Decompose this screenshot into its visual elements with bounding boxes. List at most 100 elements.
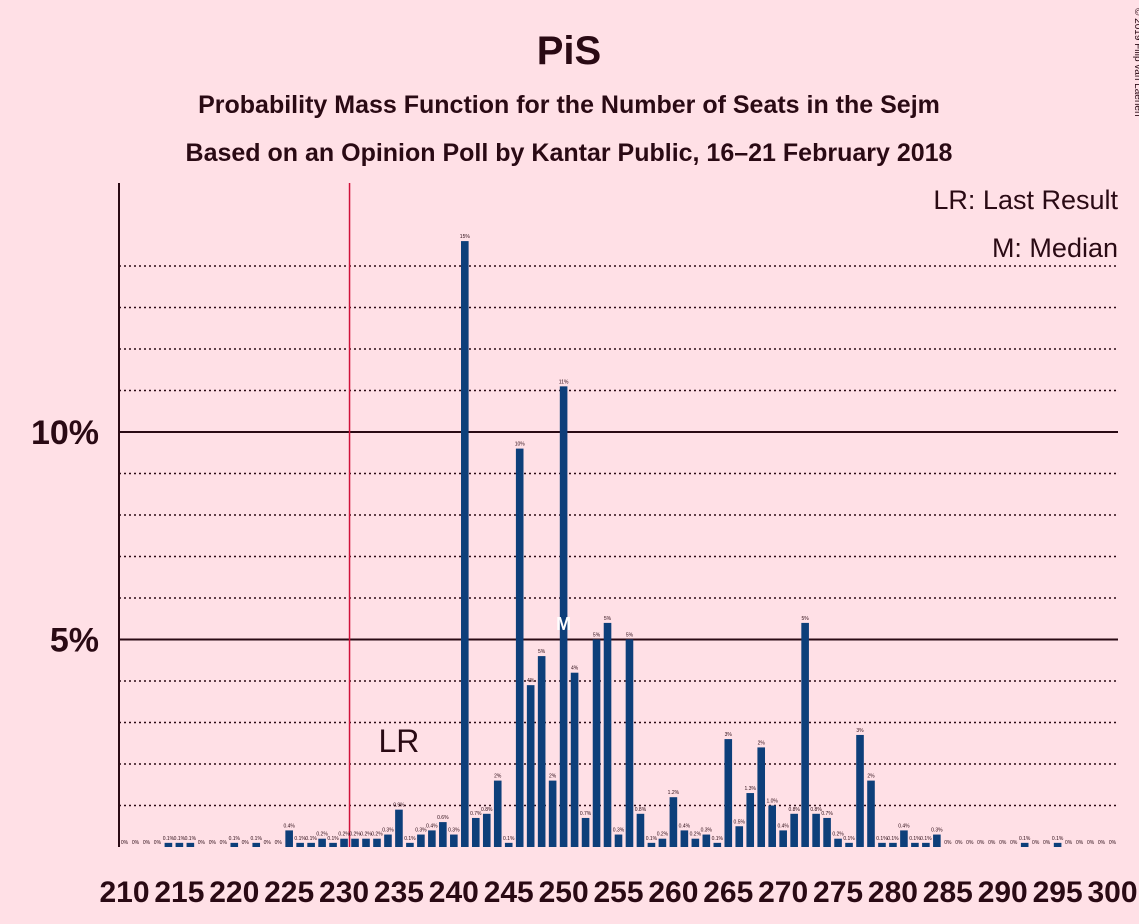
value-label: 0.1% [887, 836, 899, 842]
value-label: 0.3% [613, 828, 625, 834]
x-tick-label: 220 [209, 876, 259, 909]
value-label: 11% [559, 379, 569, 385]
bar [175, 842, 184, 847]
value-label: 2% [549, 774, 557, 780]
value-label: 2% [758, 740, 766, 746]
value-label: 0% [121, 840, 129, 846]
value-label: 0% [955, 840, 963, 846]
bar [878, 842, 886, 847]
bar [900, 830, 908, 847]
value-label: 0.1% [646, 836, 658, 842]
value-label: 0.1% [327, 836, 339, 842]
value-label: 0% [1032, 840, 1040, 846]
value-label: 0.2% [360, 832, 372, 838]
chart-title: PiS [537, 29, 601, 73]
bar [406, 842, 414, 847]
value-label: 0% [1010, 840, 1018, 846]
value-label: 5% [538, 649, 546, 655]
x-tick-label: 255 [593, 876, 643, 909]
x-tick-label: 250 [539, 876, 589, 909]
value-label: 0.7% [580, 811, 592, 817]
bar [296, 842, 304, 847]
bar [845, 842, 853, 847]
value-label: 2% [494, 774, 502, 780]
value-label: 5% [626, 633, 634, 639]
bar [834, 838, 842, 847]
value-label: 0.2% [690, 832, 702, 838]
value-label: 0.1% [876, 836, 888, 842]
bar [801, 622, 809, 847]
value-label: 0.1% [229, 836, 241, 842]
bar [526, 685, 535, 847]
value-label: 0.4% [679, 823, 691, 829]
bar [340, 838, 348, 847]
value-label: 0.1% [920, 836, 932, 842]
value-label: 0% [242, 840, 250, 846]
x-tick-label: 270 [758, 876, 808, 909]
bar [450, 834, 458, 847]
bar [625, 639, 634, 847]
x-tick-label: 275 [813, 876, 863, 909]
y-tick-label: 10% [31, 414, 99, 452]
value-label: 0.1% [163, 836, 175, 842]
value-label: 0.1% [185, 836, 197, 842]
value-label: 0.8% [635, 807, 647, 813]
bar [362, 838, 370, 847]
last-result-label: LR [378, 723, 419, 759]
bar [735, 826, 744, 847]
chart-subtitle: Based on an Opinion Poll by Kantar Publi… [186, 139, 953, 167]
value-label: 0.1% [305, 836, 317, 842]
value-label: 5% [802, 616, 810, 622]
value-label: 5% [604, 616, 612, 622]
bar [779, 830, 787, 847]
bar [922, 842, 930, 847]
median-marker: M [556, 614, 571, 634]
value-label: 0.4% [426, 823, 438, 829]
bar [757, 747, 766, 847]
value-label: 0.2% [657, 832, 669, 838]
bar [702, 834, 711, 847]
value-label: 0% [220, 840, 228, 846]
value-label: 0% [966, 840, 974, 846]
value-label: 0% [1076, 840, 1084, 846]
value-label: 0% [977, 840, 985, 846]
value-label: 0% [1087, 840, 1095, 846]
value-label: 3% [725, 732, 733, 738]
value-label: 0% [132, 840, 140, 846]
value-label: 0% [1065, 840, 1073, 846]
bar [504, 842, 513, 847]
bar [307, 842, 315, 847]
value-label: 0.1% [1019, 836, 1031, 842]
bar [439, 822, 447, 847]
x-tick-label: 215 [154, 876, 204, 909]
bar [581, 817, 590, 847]
bar [680, 830, 689, 847]
value-label: 0.1% [712, 836, 724, 842]
value-label: 0.1% [404, 836, 416, 842]
bar [856, 734, 864, 847]
bar [933, 834, 941, 847]
bar [713, 842, 722, 847]
bar [329, 842, 337, 847]
legend-entry: M: Median [992, 233, 1118, 263]
bar [417, 834, 425, 847]
value-label: 0.2% [349, 832, 361, 838]
value-label: 0% [154, 840, 162, 846]
value-label: 0.4% [777, 823, 789, 829]
value-label: 0% [988, 840, 996, 846]
value-label: 0.7% [821, 811, 833, 817]
bar [351, 838, 359, 847]
value-label: 0.2% [371, 832, 383, 838]
value-label: 2% [867, 774, 875, 780]
legend-entry: LR: Last Result [933, 185, 1118, 215]
bar [658, 838, 667, 847]
value-label: 0.3% [382, 828, 394, 834]
bar [493, 780, 502, 847]
x-tick-label: 240 [429, 876, 479, 909]
bar [691, 838, 700, 847]
bar [570, 672, 579, 847]
value-label: 0.1% [174, 836, 186, 842]
x-tick-label: 230 [319, 876, 369, 909]
